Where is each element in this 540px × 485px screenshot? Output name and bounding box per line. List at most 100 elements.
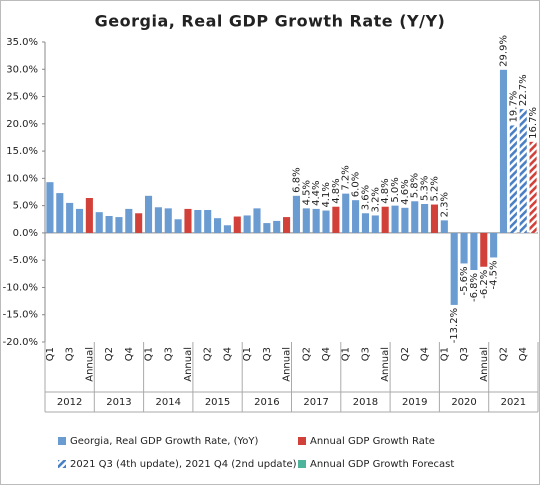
x-tick-label: Annual bbox=[183, 347, 194, 382]
legend-swatch bbox=[298, 460, 306, 468]
group-label: 2017 bbox=[303, 397, 328, 408]
data-label: 19.7% bbox=[508, 91, 519, 123]
bar bbox=[233, 216, 241, 233]
bar bbox=[85, 198, 93, 233]
data-label: -6.2% bbox=[479, 270, 490, 299]
bar bbox=[450, 232, 458, 305]
bar bbox=[490, 232, 498, 258]
y-tick-label: 5.0% bbox=[13, 201, 38, 212]
group-label: 2018 bbox=[353, 397, 378, 408]
x-tick-label: Q4 bbox=[518, 347, 529, 361]
bar bbox=[135, 213, 143, 233]
group-label: 2020 bbox=[451, 397, 476, 408]
group-label: 2015 bbox=[205, 397, 230, 408]
bar bbox=[440, 220, 448, 233]
bar bbox=[361, 213, 369, 233]
data-label: 3.6% bbox=[360, 185, 371, 210]
legend-label: 2021 Q3 (4th update), 2021 Q4 (2nd updat… bbox=[70, 459, 297, 470]
bar bbox=[499, 69, 508, 233]
data-label: 4.8% bbox=[380, 178, 391, 203]
bar bbox=[292, 195, 300, 233]
x-tick-label: Q3 bbox=[163, 347, 174, 361]
bar bbox=[460, 232, 468, 264]
data-label: 5.2% bbox=[429, 176, 440, 201]
data-label: -5.6% bbox=[459, 266, 470, 295]
x-tick-label: Q3 bbox=[65, 347, 76, 361]
chart-title: Georgia, Real GDP Growth Rate (Y/Y) bbox=[95, 12, 446, 31]
x-tick-label: Q2 bbox=[104, 347, 115, 361]
bar bbox=[46, 182, 54, 233]
bar bbox=[243, 215, 251, 233]
bar bbox=[480, 232, 488, 267]
bar bbox=[105, 216, 113, 233]
bar bbox=[194, 210, 202, 233]
bar bbox=[253, 208, 261, 233]
bar bbox=[95, 212, 103, 233]
bar bbox=[371, 215, 379, 233]
data-label: 16.7% bbox=[528, 107, 539, 139]
bar bbox=[125, 208, 133, 233]
data-label: 22.7% bbox=[518, 74, 529, 106]
bar bbox=[411, 201, 419, 233]
bar bbox=[421, 204, 429, 233]
group-label: 2019 bbox=[402, 397, 427, 408]
data-label: 4.6% bbox=[400, 179, 411, 204]
y-tick-label: 25.0% bbox=[6, 92, 38, 103]
bar bbox=[144, 195, 153, 233]
x-tick-label: Q4 bbox=[222, 347, 233, 361]
x-tick-label: Q1 bbox=[144, 347, 155, 361]
bar bbox=[263, 223, 271, 233]
bar bbox=[322, 210, 330, 233]
x-tick-label: Q4 bbox=[420, 347, 431, 361]
x-tick-label: Q1 bbox=[242, 347, 253, 361]
data-label: 2.3% bbox=[439, 192, 450, 217]
legend-swatch bbox=[298, 437, 306, 445]
bar bbox=[519, 109, 527, 233]
bar bbox=[401, 207, 409, 233]
data-label: -4.5% bbox=[489, 260, 500, 289]
group-label: 2021 bbox=[501, 397, 526, 408]
x-tick-label: Annual bbox=[479, 347, 490, 382]
x-tick-label: Q2 bbox=[400, 347, 411, 361]
data-label: 6.8% bbox=[291, 167, 302, 192]
bar bbox=[352, 200, 360, 233]
data-label: 6.0% bbox=[351, 172, 362, 197]
bar bbox=[56, 193, 64, 233]
y-tick-label: -20.0% bbox=[3, 337, 38, 348]
y-tick-label: 10.0% bbox=[6, 173, 38, 184]
data-label: 4.8% bbox=[331, 178, 342, 203]
x-tick-label: Q3 bbox=[459, 347, 470, 361]
x-tick-label: Q4 bbox=[124, 347, 135, 361]
bar bbox=[66, 202, 74, 233]
bar bbox=[342, 193, 350, 233]
data-label: 4.5% bbox=[301, 180, 312, 205]
x-tick-label: Annual bbox=[380, 347, 391, 382]
bar bbox=[75, 208, 84, 233]
x-tick-label: Annual bbox=[84, 347, 95, 382]
x-tick-label: Q1 bbox=[439, 347, 450, 361]
bar bbox=[115, 217, 123, 233]
y-tick-label: 30.0% bbox=[6, 64, 38, 75]
x-tick-label: Q3 bbox=[360, 347, 371, 361]
bar bbox=[223, 225, 231, 233]
group-label: 2012 bbox=[57, 397, 82, 408]
group-label: 2013 bbox=[106, 397, 131, 408]
group-label: 2016 bbox=[254, 397, 279, 408]
x-tick-label: Q1 bbox=[45, 347, 56, 361]
data-label: 5.3% bbox=[420, 176, 431, 201]
bar bbox=[184, 208, 192, 233]
data-label: -13.2% bbox=[449, 308, 460, 343]
legend-label: Annual GDP Growth Forecast bbox=[310, 459, 454, 470]
bar bbox=[381, 206, 389, 233]
legend-label: Annual GDP Growth Rate bbox=[310, 436, 435, 447]
bar bbox=[430, 204, 439, 233]
y-tick-label: -15.0% bbox=[3, 310, 38, 321]
x-tick-label: Annual bbox=[282, 347, 293, 382]
legend-label: Georgia, Real GDP Growth Rate, (YoY) bbox=[70, 436, 259, 447]
bar bbox=[509, 125, 517, 233]
bar bbox=[391, 205, 399, 233]
bar bbox=[283, 217, 291, 233]
bar bbox=[164, 208, 172, 233]
